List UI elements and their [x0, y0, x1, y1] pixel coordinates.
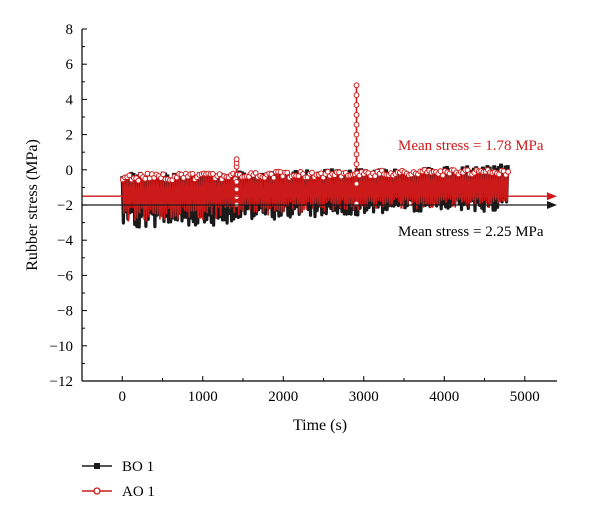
y-tick-label: 6 [66, 57, 74, 73]
data-point [233, 194, 240, 200]
y-tick-label: 2 [66, 128, 74, 144]
data-point [160, 171, 167, 178]
y-tick-label: −4 [57, 233, 73, 249]
data-point [505, 165, 510, 170]
data-point [209, 171, 216, 177]
data-point [189, 170, 196, 177]
plot-data [119, 82, 512, 229]
data-point [505, 168, 512, 175]
data-point [503, 165, 508, 170]
data-point [372, 173, 379, 180]
y-tick-label: 0 [66, 163, 74, 179]
data-point [131, 173, 136, 177]
legend-marker-ao1 [93, 487, 101, 495]
y-tick-label: −6 [57, 268, 73, 284]
x-tick-label: 5000 [510, 389, 540, 405]
data-point [353, 161, 360, 168]
data-point [353, 112, 360, 118]
y-tick-label: −8 [57, 304, 73, 320]
data-point [284, 169, 291, 176]
legend-marker-bo1 [94, 463, 100, 469]
data-point [347, 169, 352, 174]
y-axis-title: Rubber stress (MPa) [24, 139, 41, 271]
x-axis-title: Time (s) [293, 417, 347, 434]
data-point [165, 174, 170, 179]
data-point [393, 168, 397, 173]
data-point [494, 167, 499, 172]
mean-stress-annotation-ao: Mean stress = 1.78 MPa [398, 138, 544, 154]
x-tick-label: 2000 [268, 389, 298, 405]
data-point [356, 168, 361, 173]
data-point [135, 177, 142, 184]
data-point [233, 186, 240, 193]
data-point [492, 165, 497, 170]
mean-line-arrow [547, 201, 557, 209]
x-tick-label: 4000 [429, 389, 459, 405]
y-tick-label: 4 [66, 92, 74, 108]
data-point [439, 172, 446, 179]
mean-line-arrow [547, 192, 557, 201]
legend-label-bo1: BO 1 [122, 459, 154, 475]
data-point [353, 82, 360, 89]
mean-stress-annotation-bo: Mean stress = 2.25 MPa [398, 224, 544, 240]
data-point [353, 92, 360, 99]
data-point [305, 169, 310, 174]
data-point [384, 169, 388, 174]
legend-label-ao1: AO 1 [122, 484, 155, 500]
data-point [353, 102, 360, 108]
y-tick-label: −10 [50, 339, 73, 355]
legend: BO 1 AO 1 [82, 459, 155, 500]
x-tick-label: 1000 [188, 389, 218, 405]
data-point [353, 151, 360, 158]
data-point [270, 174, 277, 181]
series-line [120, 164, 510, 229]
ticks: 8 6 4 2 0 −2 −4 −6 −8 −10 −12 0 1000 2000 3000 4000 5000 [50, 22, 540, 405]
y-tick-label: −2 [57, 198, 73, 214]
data-point [444, 166, 449, 170]
data-point [309, 169, 315, 176]
series-line [121, 84, 509, 222]
series-ao-1 [119, 82, 512, 222]
legend-item-bo1: BO 1 [82, 459, 154, 475]
data-point [329, 168, 334, 173]
legend-item-ao1: AO 1 [82, 484, 155, 500]
data-point [233, 179, 240, 185]
data-point [353, 180, 360, 187]
data-point [233, 156, 240, 163]
y-tick-label: −12 [50, 374, 73, 390]
data-point [460, 166, 465, 171]
x-tick-label: 0 [119, 389, 127, 405]
mean-lines [82, 192, 557, 209]
data-point [496, 166, 501, 171]
y-tick-label: 8 [66, 22, 74, 38]
data-point [353, 141, 360, 148]
data-point [353, 131, 360, 138]
data-point [499, 163, 503, 168]
data-point [126, 172, 133, 179]
data-point [353, 121, 360, 128]
data-point [293, 170, 298, 174]
data-point [480, 166, 485, 171]
x-tick-label: 3000 [349, 389, 379, 405]
